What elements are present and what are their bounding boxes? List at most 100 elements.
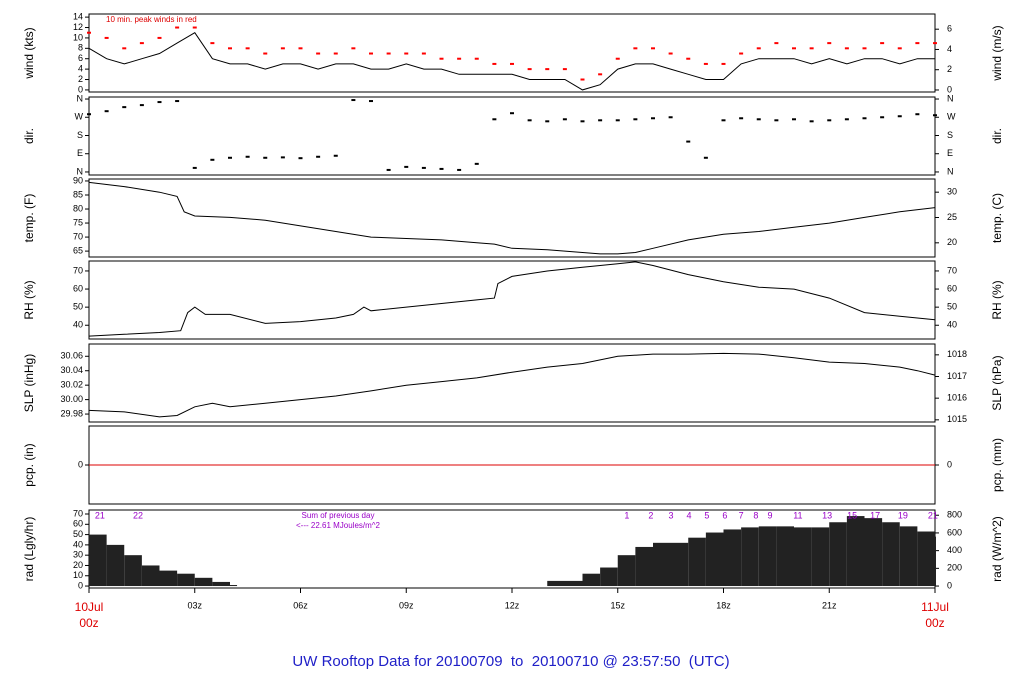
y2-tick-label: E [947, 148, 953, 158]
y2-tick-label: 25 [947, 212, 957, 222]
data-point [369, 100, 373, 103]
y2-tick-label: 200 [947, 563, 962, 573]
y2-tick-label: 0 [947, 459, 952, 469]
panel-frame [88, 260, 936, 340]
data-point [686, 140, 691, 143]
data-point [510, 62, 514, 65]
data-point [474, 57, 479, 60]
data-point [280, 47, 285, 50]
data-point [756, 118, 761, 121]
radiation-bar [776, 526, 794, 587]
data-point [827, 42, 832, 45]
y2-tick-label: 50 [947, 302, 957, 312]
x-date-label: 10Jul 00z [75, 600, 104, 630]
annotation: <--- 22.61 MJoules/m^2 [296, 521, 381, 530]
y2-axis-label: wind (m/s) [990, 25, 1004, 81]
y2-tick-label: 4 [947, 44, 952, 54]
data-point [87, 31, 91, 34]
data-point [862, 117, 867, 120]
y2-tick-label: 0 [947, 580, 952, 590]
radiation-bar [705, 532, 724, 587]
data-point [668, 116, 673, 119]
data-point [862, 47, 867, 50]
y2-axis-label: rad (W/m^2) [990, 516, 1004, 582]
y2-tick-label: 400 [947, 545, 962, 555]
data-point [457, 168, 462, 171]
data-point [809, 120, 814, 123]
y-tick-label: 75 [73, 217, 83, 227]
radiation-bar [547, 580, 583, 587]
data-point [474, 162, 479, 165]
data-point [386, 52, 391, 55]
y-tick-label: 20 [73, 560, 83, 570]
data-point [210, 158, 215, 161]
data-point [228, 156, 232, 159]
y-tick-label: 70 [73, 265, 83, 275]
y-tick-label: 10 [73, 32, 83, 42]
y2-axis-label: pcp. (mm) [990, 438, 1004, 492]
data-point [633, 47, 638, 50]
data-point [545, 120, 550, 123]
data-point [386, 168, 391, 171]
y2-tick-label: 30 [947, 187, 957, 197]
local-hour-label: 1 [624, 510, 629, 520]
data-point [580, 78, 585, 81]
y-tick-label: 30.06 [60, 351, 83, 361]
radiation-bar [194, 577, 213, 587]
radiation-bar [159, 570, 178, 587]
radiation-bar [617, 555, 636, 587]
data-point [263, 156, 268, 159]
y-tick-label: E [77, 148, 83, 158]
data-point [774, 42, 779, 45]
data-point [598, 73, 603, 76]
y-tick-label: 10 [73, 570, 83, 580]
y-axis-label: RH (%) [22, 280, 36, 319]
y-tick-label: 6 [78, 53, 83, 63]
data-point [703, 62, 708, 65]
y2-axis-label: SLP (hPa) [990, 355, 1004, 410]
data-point [897, 115, 902, 118]
data-point [192, 166, 197, 169]
data-point [739, 117, 744, 120]
data-point [933, 114, 937, 117]
y2-tick-label: 2 [947, 64, 952, 74]
radiation-bar [864, 518, 883, 587]
radiation-bar [829, 522, 847, 587]
y2-tick-label: 1017 [947, 371, 967, 381]
y2-tick-label: W [947, 112, 956, 122]
local-hour-label: 8 [753, 510, 758, 520]
local-hour-label: 21 [928, 510, 938, 520]
y2-axis-label: dir. [990, 128, 1004, 144]
radiation-bar [846, 516, 865, 587]
data-point [228, 47, 232, 50]
data-point [439, 167, 444, 170]
local-hour-label: 19 [898, 510, 908, 520]
y2-tick-label: 6 [947, 24, 952, 34]
y-axis-label: wind (kts) [22, 27, 36, 79]
y-tick-label: 8 [78, 43, 83, 53]
y2-tick-label: 800 [947, 510, 962, 520]
y-tick-label: 40 [73, 539, 83, 549]
local-hour-label: 21 [95, 510, 105, 520]
data-point [809, 47, 814, 50]
data-point [739, 52, 744, 55]
y-axis-label: dir. [22, 128, 36, 144]
y-tick-label: 70 [73, 508, 83, 518]
y-tick-label: 60 [73, 283, 83, 293]
y-tick-label: 0 [78, 84, 83, 94]
data-point [844, 118, 849, 121]
data-point [280, 156, 285, 159]
y-tick-label: 0 [78, 580, 83, 590]
local-hour-label: 6 [722, 510, 727, 520]
radiation-bar [89, 534, 107, 587]
x-tick-label: 06z [293, 600, 308, 610]
data-point [844, 47, 849, 50]
data-point [298, 47, 303, 50]
y-tick-label: N [77, 93, 84, 103]
radiation-bar [688, 537, 706, 587]
data-point [721, 62, 726, 65]
data-point [668, 52, 673, 55]
series-line [88, 261, 936, 337]
annotation: Sum of previous day [302, 511, 375, 520]
